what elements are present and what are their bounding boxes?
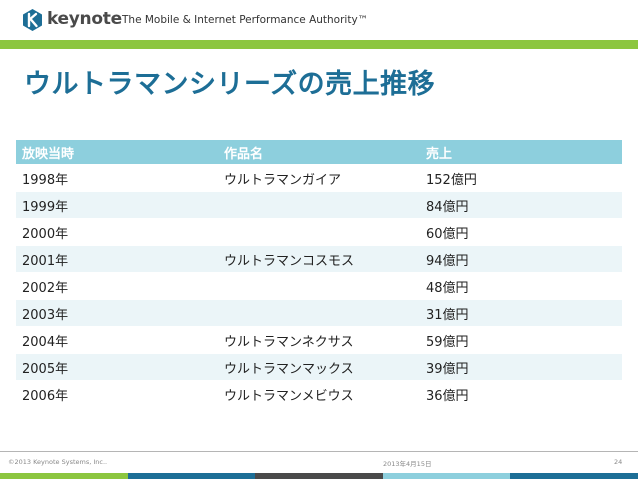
cell-year: 2005年 <box>16 353 218 381</box>
table-header-row: 放映当時 作品名 売上 <box>16 140 622 165</box>
color-strip-segment <box>127 473 256 479</box>
cell-sales: 48億円 <box>420 272 622 300</box>
table-row: 2004年 ウルトラマンネクサス 59億円 <box>16 326 622 354</box>
table-row: 1999年 84億円 <box>16 191 622 219</box>
cell-year: 2002年 <box>16 272 218 300</box>
cell-sales: 39億円 <box>420 353 622 381</box>
cell-title: ウルトラマンコスモス <box>218 245 420 273</box>
cell-sales: 94億円 <box>420 245 622 273</box>
footer-color-strip <box>0 473 638 479</box>
cell-year: 2001年 <box>16 245 218 273</box>
cell-sales: 59億円 <box>420 326 622 354</box>
table-row: 2002年 48億円 <box>16 272 622 300</box>
cell-sales: 152億円 <box>420 164 622 192</box>
cell-sales: 36億円 <box>420 380 622 407</box>
cell-title: ウルトラマンメビウス <box>218 380 420 407</box>
footer-date: 2013年4月15日 <box>383 460 432 468</box>
table-row: 2003年 31億円 <box>16 299 622 327</box>
cell-sales: 60億円 <box>420 218 622 246</box>
cell-sales: 84億円 <box>420 191 622 219</box>
column-header-year: 放映当時 <box>16 140 218 165</box>
cell-sales: 31億円 <box>420 299 622 327</box>
cell-title <box>218 272 420 300</box>
footer-copyright: ©2013 Keynote Systems, Inc.. <box>8 458 108 466</box>
column-header-title: 作品名 <box>218 140 420 165</box>
cell-title <box>218 218 420 246</box>
column-header-sales: 売上 <box>420 140 622 165</box>
cell-year: 1998年 <box>16 164 218 192</box>
cell-title: ウルトラマンマックス <box>218 353 420 381</box>
logo-text: keynote <box>47 9 122 29</box>
cell-year: 2006年 <box>16 380 218 407</box>
color-strip-segment <box>0 473 128 479</box>
cell-title <box>218 299 420 327</box>
table-row: 2005年 ウルトラマンマックス 39億円 <box>16 353 622 381</box>
sales-table: 放映当時 作品名 売上 1998年 ウルトラマンガイア 152億円 1999年 … <box>16 140 622 407</box>
cell-year: 1999年 <box>16 191 218 219</box>
table-row: 2001年 ウルトラマンコスモス 94億円 <box>16 245 622 273</box>
page-number: 24 <box>614 458 623 466</box>
color-strip-segment <box>382 473 511 479</box>
cell-title: ウルトラマンガイア <box>218 164 420 192</box>
cell-year: 2003年 <box>16 299 218 327</box>
slide-title: ウルトラマンシリーズの売上推移 <box>24 69 436 100</box>
keynote-logo-icon <box>23 9 42 31</box>
color-strip-segment <box>255 473 383 479</box>
cell-year: 2004年 <box>16 326 218 354</box>
table-row: 2006年 ウルトラマンメビウス 36億円 <box>16 380 622 407</box>
slide-header: keynote The Mobile & Internet Performanc… <box>0 0 638 40</box>
header-band <box>0 40 638 49</box>
tagline: The Mobile & Internet Performance Author… <box>122 14 369 26</box>
cell-title <box>218 191 420 219</box>
footer-divider <box>0 451 638 452</box>
color-strip-segment <box>510 473 638 479</box>
table-row: 2000年 60億円 <box>16 218 622 246</box>
table-row: 1998年 ウルトラマンガイア 152億円 <box>16 164 622 192</box>
cell-year: 2000年 <box>16 218 218 246</box>
cell-title: ウルトラマンネクサス <box>218 326 420 354</box>
